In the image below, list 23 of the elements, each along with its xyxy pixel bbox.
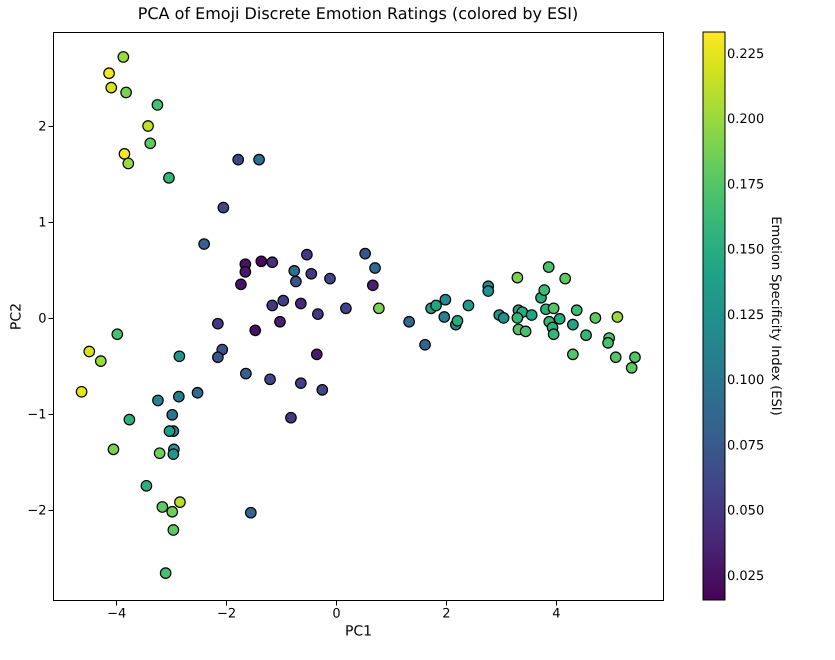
x-tick-label: −2 <box>217 606 236 622</box>
chart-title: PCA of Emoji Discrete Emotion Ratings (colored by ESI) <box>138 4 578 23</box>
color-bar-label: 0.025 <box>727 568 764 584</box>
x-tick-label: 4 <box>552 606 560 622</box>
color-bar-label: 0.175 <box>727 177 764 192</box>
y-tick-label: 0 <box>38 311 46 326</box>
y-tick-label: 2 <box>38 120 46 135</box>
y-tick-label: −2 <box>27 503 46 518</box>
x-tick-label: −4 <box>107 606 126 622</box>
color-bar-label: 0.075 <box>727 438 764 454</box>
x-axis-title: PC1 <box>344 624 372 640</box>
color-bar-label: 0.150 <box>727 242 764 258</box>
color-bar-label: 0.200 <box>727 112 764 128</box>
color-bar-label: 0.100 <box>727 373 764 388</box>
y-axis-title: PC2 <box>8 302 24 330</box>
color-bar-label: 0.225 <box>727 46 764 62</box>
y-tick-label: 1 <box>38 215 46 230</box>
x-tick-label: 2 <box>442 606 451 622</box>
color-bar-label: 0.050 <box>727 504 764 519</box>
color-bar-title: Emotion Specificity Index (ESI) <box>768 216 783 416</box>
y-tick-label: −1 <box>27 407 46 422</box>
x-tick-label: 0 <box>332 606 341 622</box>
color-bar-label: 0.125 <box>727 308 764 323</box>
